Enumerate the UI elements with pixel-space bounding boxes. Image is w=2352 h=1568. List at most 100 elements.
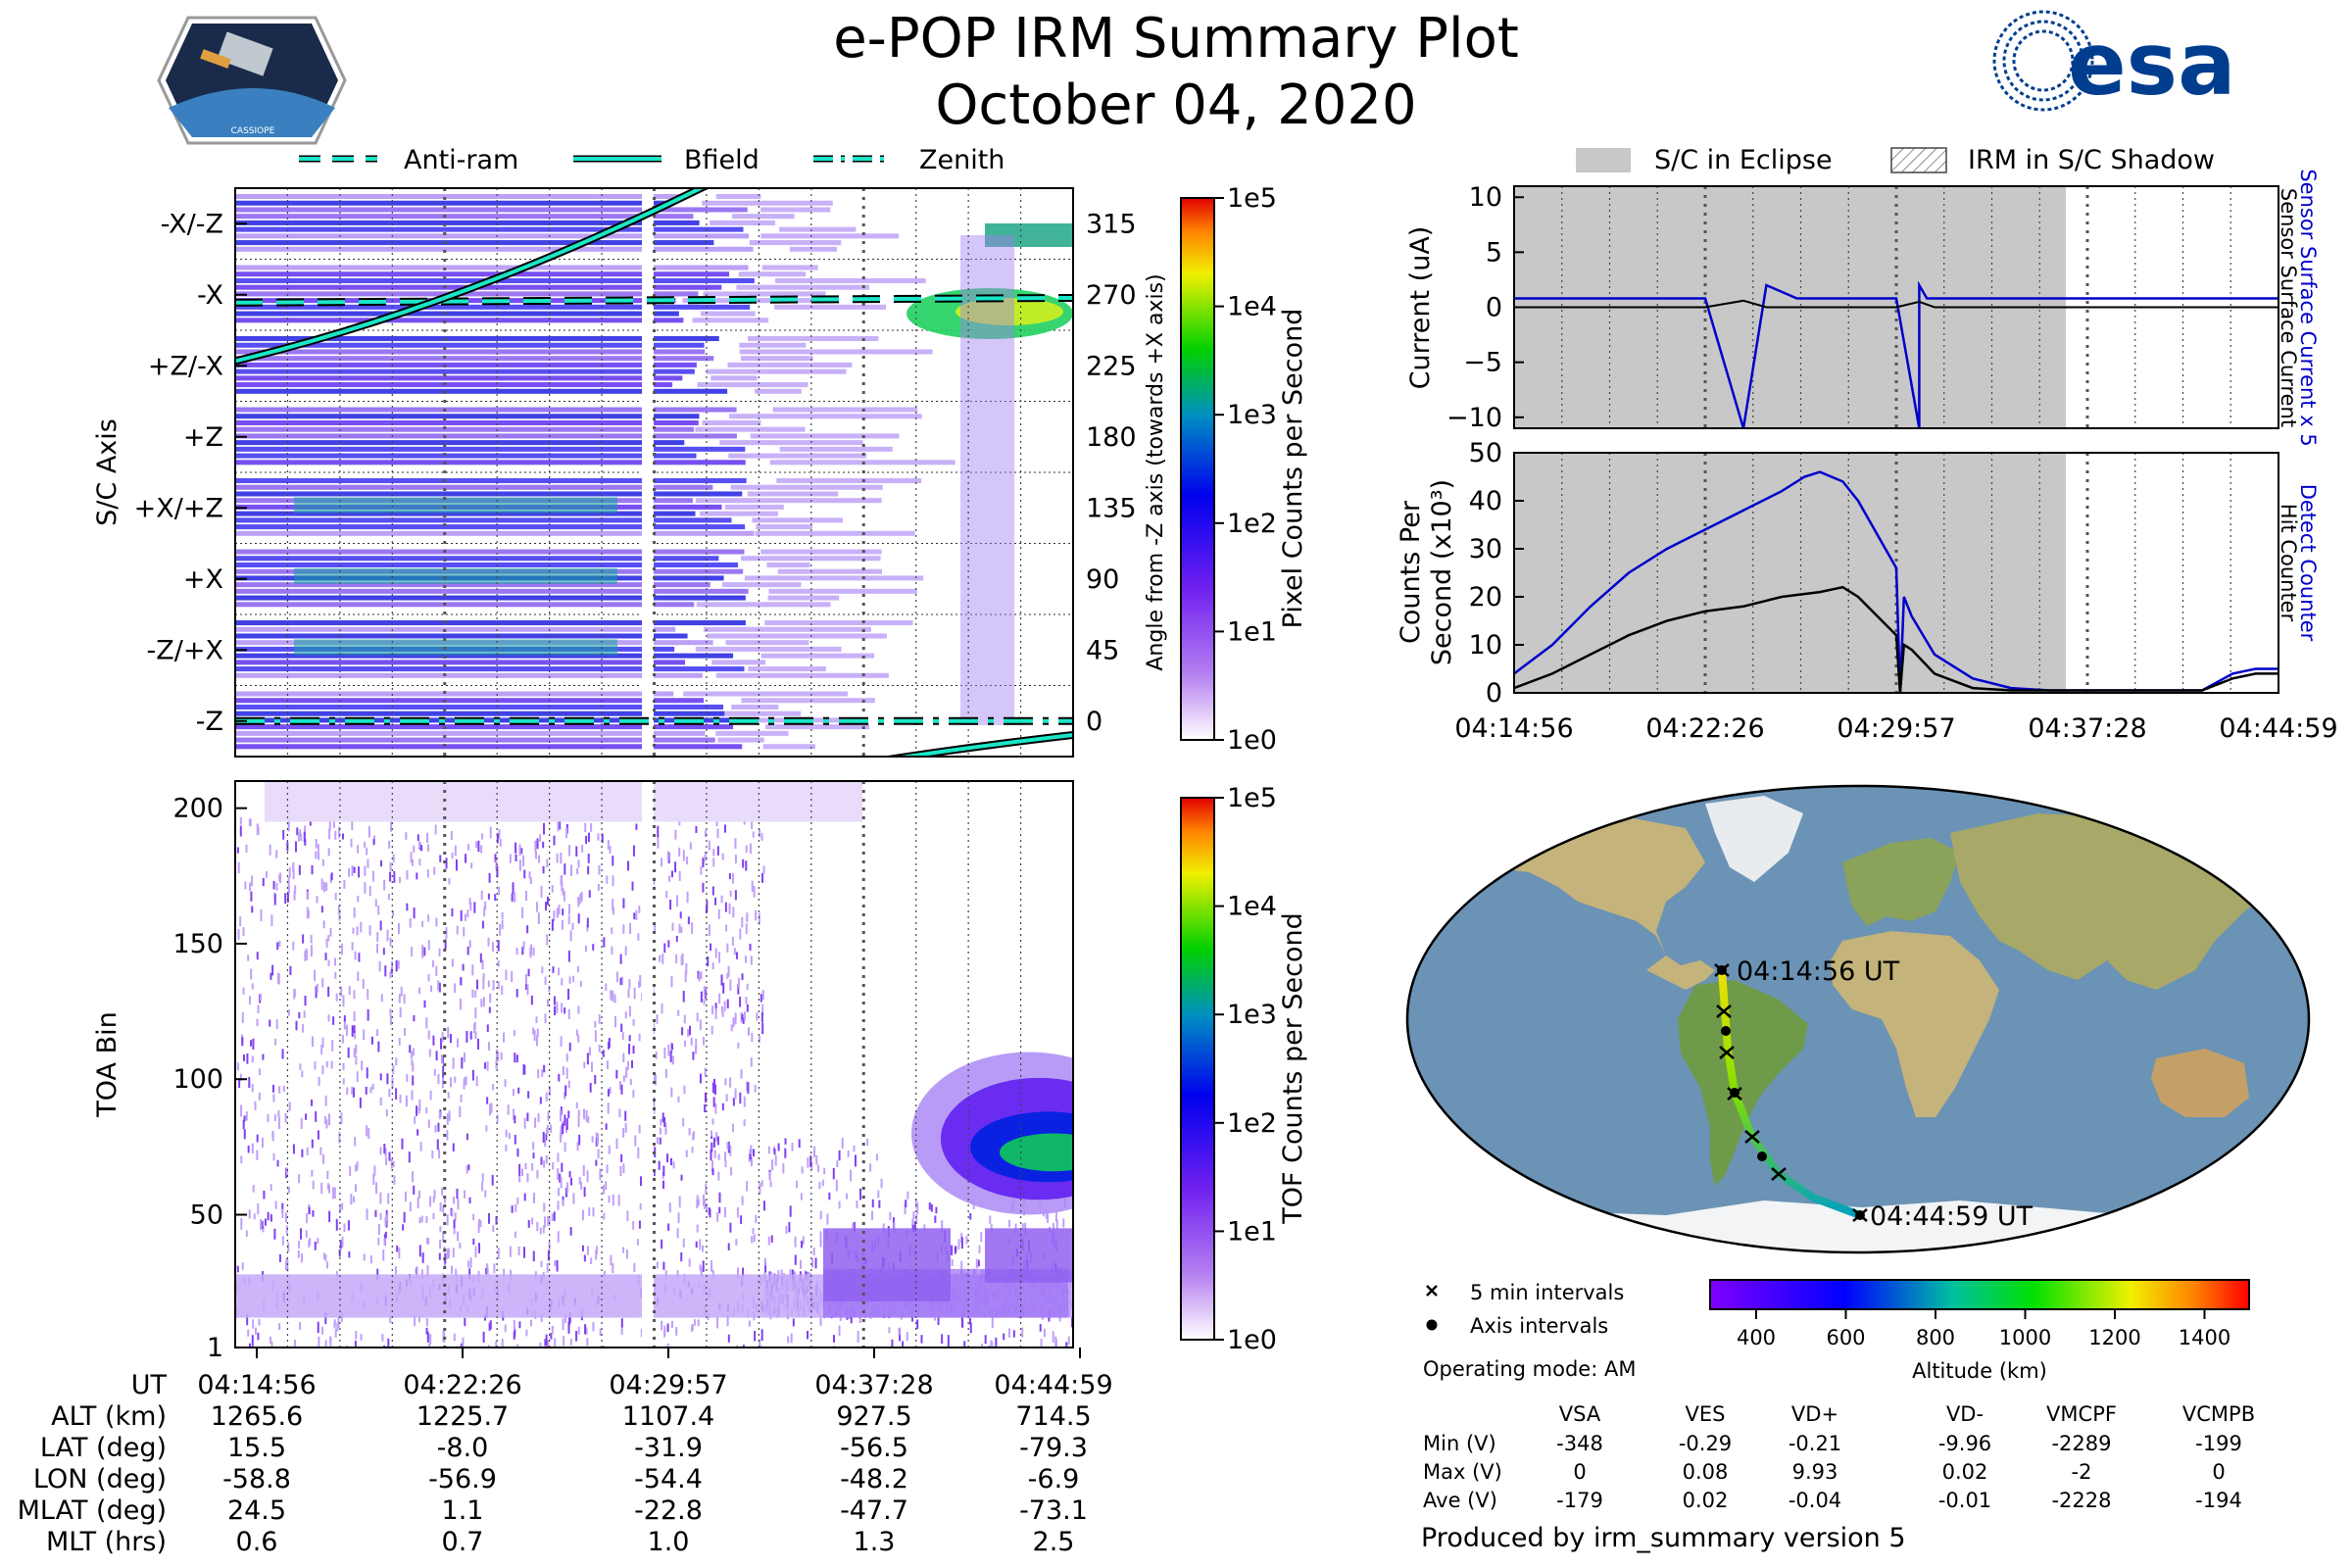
tof-speck — [474, 1246, 477, 1258]
tof-speck — [374, 899, 377, 907]
tof-speck — [353, 1025, 356, 1034]
tof-speck — [427, 1238, 430, 1245]
tof-speck — [324, 1253, 327, 1261]
tof-speck — [325, 882, 328, 892]
tof-speck — [734, 1012, 737, 1025]
heat-stripe — [715, 194, 761, 200]
tof-speck — [484, 901, 487, 910]
colorbar-tick-label: 1e5 — [1227, 783, 1277, 813]
tof-speck — [304, 838, 307, 846]
tof-speck — [560, 1036, 563, 1047]
colorbar-tick-label: 1e5 — [1227, 183, 1277, 214]
tof-speck — [472, 1238, 475, 1246]
tof-speck — [330, 1060, 333, 1069]
tof-speck — [605, 1181, 608, 1191]
heat-stripe — [764, 620, 913, 626]
tof-speck — [729, 890, 732, 898]
tof-speck — [476, 1038, 479, 1050]
current-side-label-black: Sensor Surface Current — [2277, 188, 2300, 427]
tof-speck — [435, 965, 438, 976]
tof-speck — [676, 1270, 679, 1279]
ephemeris-cell: -6.9 — [1028, 1464, 1080, 1494]
land-antarctica — [1407, 1200, 2309, 1252]
tof-speck — [539, 1227, 542, 1235]
tof-speck — [300, 1253, 303, 1263]
tof-speck — [420, 1269, 423, 1279]
tof-speck — [622, 898, 625, 908]
tof-speck — [767, 1146, 770, 1154]
tof-speck — [392, 909, 395, 917]
tof-speck — [577, 1034, 580, 1043]
ephemeris-cell: -56.9 — [428, 1464, 497, 1494]
tof-speck — [736, 1206, 739, 1218]
heat-stripe — [692, 318, 769, 323]
tof-speck — [492, 1083, 495, 1091]
tof-speck — [725, 924, 728, 932]
tof-speck — [653, 1168, 656, 1177]
tof-speck — [440, 1038, 443, 1050]
tof-speck — [513, 1331, 515, 1340]
tof-speck — [586, 917, 589, 928]
heat-stripe — [779, 446, 893, 452]
tof-speck — [716, 1317, 719, 1329]
tof-speck — [725, 1094, 728, 1102]
tof-speck — [311, 1036, 314, 1047]
axis-dot — [1717, 965, 1727, 975]
tof-speck — [742, 1017, 745, 1024]
tof-speck — [577, 1005, 580, 1014]
tof-speck — [703, 999, 706, 1005]
tof-speck — [729, 1222, 732, 1233]
tof-speck — [351, 820, 354, 831]
tof-speck — [727, 1334, 730, 1343]
tof-speck — [346, 1087, 349, 1096]
tof-speck — [404, 1028, 407, 1036]
tof-speck — [387, 1193, 390, 1204]
heat-stripe — [730, 484, 883, 490]
tof-speck — [278, 940, 281, 948]
tof-speck — [327, 986, 330, 998]
tof-speck — [666, 1323, 669, 1333]
tof-speck — [416, 834, 419, 841]
tof-speck — [618, 1108, 621, 1118]
tof-speck — [856, 1200, 858, 1208]
tof-speck — [486, 1097, 489, 1104]
tof-speck — [500, 1052, 503, 1060]
tof-speck — [348, 1251, 351, 1258]
altitude-tick-label: 1000 — [1999, 1326, 2051, 1349]
tof-speck — [334, 893, 337, 901]
colorbar-tick-label: 1e0 — [1227, 1325, 1277, 1355]
tof-speck — [391, 1077, 394, 1089]
tof-speck — [325, 1060, 328, 1068]
tof-speck — [236, 1265, 239, 1273]
tof-speck — [311, 1139, 314, 1149]
tof-speck — [306, 906, 309, 919]
tof-speck — [704, 1199, 707, 1209]
tof-speck — [427, 914, 430, 922]
tof-speck — [746, 1004, 749, 1012]
tof-speck — [761, 1004, 764, 1016]
tof-speck — [446, 1113, 449, 1125]
heat-stripe — [701, 311, 756, 317]
tof-speck — [902, 1341, 905, 1348]
heat-stripe — [761, 265, 818, 270]
tof-speck — [704, 989, 707, 999]
tof-speck — [714, 898, 717, 906]
tof-speck — [677, 1212, 680, 1224]
tof-speck — [533, 1192, 536, 1203]
tof-speck — [368, 925, 371, 936]
altitude-tick-label: 400 — [1737, 1326, 1776, 1349]
tof-speck — [489, 826, 492, 839]
tof-speck — [452, 1057, 455, 1069]
tof-speck — [656, 1137, 659, 1145]
tof-speck — [619, 1165, 622, 1177]
tof-speck — [523, 1117, 526, 1129]
tof-speck — [540, 1260, 543, 1267]
colorbar-tick-label: 1e3 — [1227, 400, 1277, 430]
heat-stripe — [235, 220, 700, 225]
tof-speck — [662, 1180, 665, 1189]
ephemeris-cell: 2.5 — [1033, 1527, 1075, 1557]
tof-speck — [800, 1259, 803, 1269]
tof-speck — [278, 1086, 281, 1094]
tof-speck — [525, 890, 528, 902]
